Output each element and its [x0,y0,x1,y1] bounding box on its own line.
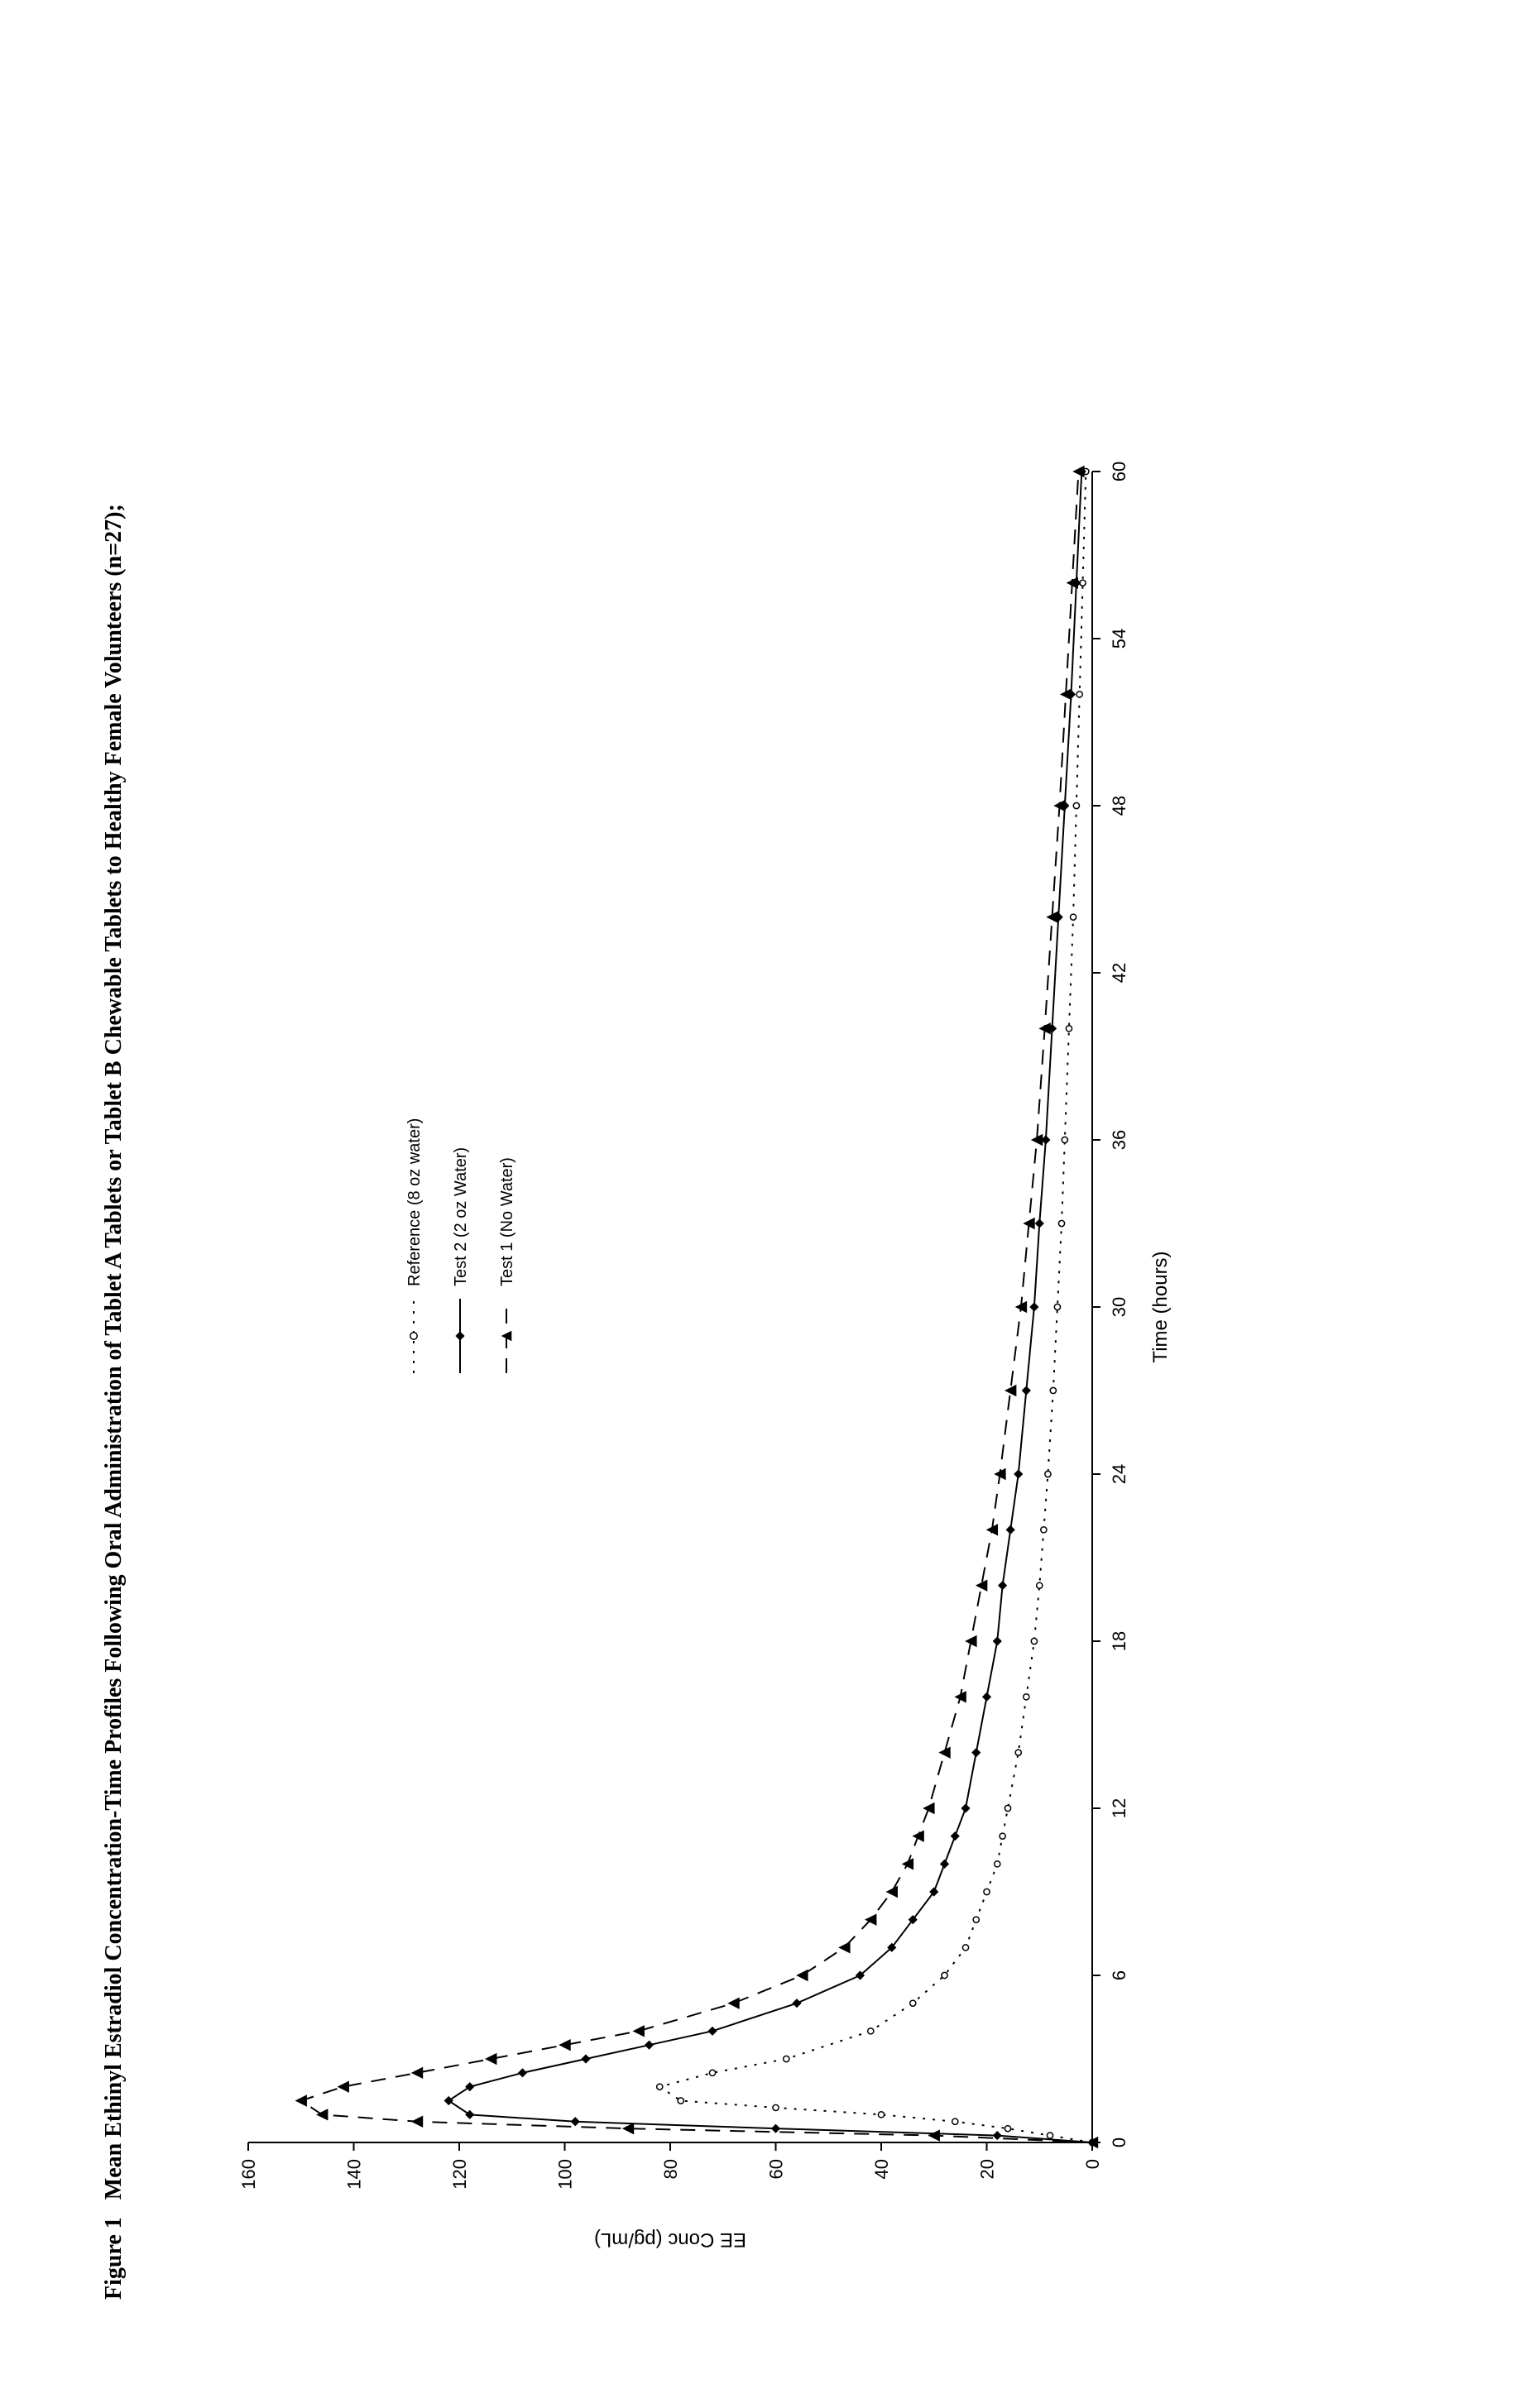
caption-prefix: Figure 1 [101,2217,127,2300]
y-axis-label: EE Conc (pg/mL) [594,2228,746,2251]
y-tick-label: 20 [977,2159,998,2179]
y-tick-label: 160 [238,2159,259,2190]
page: Figure 1 Mean Ethinyl Estradiol Concentr… [0,0,1520,2408]
y-tick-label: 0 [1082,2159,1103,2169]
x-tick-label: 36 [1109,1130,1129,1150]
y-tick-label: 60 [766,2159,787,2179]
y-tick-label: 80 [660,2159,681,2179]
legend-label: Test 2 (2 oz Water) [452,1147,470,1286]
x-tick-label: 48 [1109,796,1129,816]
legend-item: Reference (8 oz water) [405,1118,424,1373]
series [657,468,1096,2145]
x-tick-label: 60 [1109,462,1129,481]
chart-container: 0 20 40 60 80 100 120 140 160 0 6 12 18 24 30 36 42 48 54 6… [215,132,1208,2283]
x-tick-label: 0 [1109,2138,1129,2147]
series [444,467,1097,2147]
legend-item: Test 1 (No Water) [498,1157,516,1373]
caption-text: Mean Ethinyl Estradiol Concentration-Tim… [101,504,127,2200]
x-tick-label: 12 [1109,1798,1129,1818]
y-tick-label: 140 [344,2159,365,2190]
figure-caption: Figure 1 Mean Ethinyl Estradiol Concentr… [99,66,129,2300]
x-axis-label: Time (hours) [1149,1251,1172,1362]
legend-item: Test 2 (2 oz Water) [452,1147,470,1373]
legend-label: Test 1 (No Water) [498,1157,516,1286]
legend-label: Reference (8 oz water) [405,1118,424,1286]
y-tick-label: 120 [449,2159,470,2190]
x-tick-label: 30 [1109,1297,1129,1317]
x-tick-label: 6 [1109,1970,1129,1980]
x-tick-label: 18 [1109,1631,1129,1651]
x-tick-label: 24 [1109,1464,1129,1484]
y-tick-label: 40 [871,2159,892,2179]
x-tick-label: 54 [1109,629,1129,649]
chart-svg: 0 20 40 60 80 100 120 140 160 0 6 12 18 24 30 36 42 48 54 6… [215,132,1208,2283]
y-tick-label: 100 [555,2159,576,2190]
series [295,466,1099,2148]
x-tick-label: 42 [1109,963,1129,983]
